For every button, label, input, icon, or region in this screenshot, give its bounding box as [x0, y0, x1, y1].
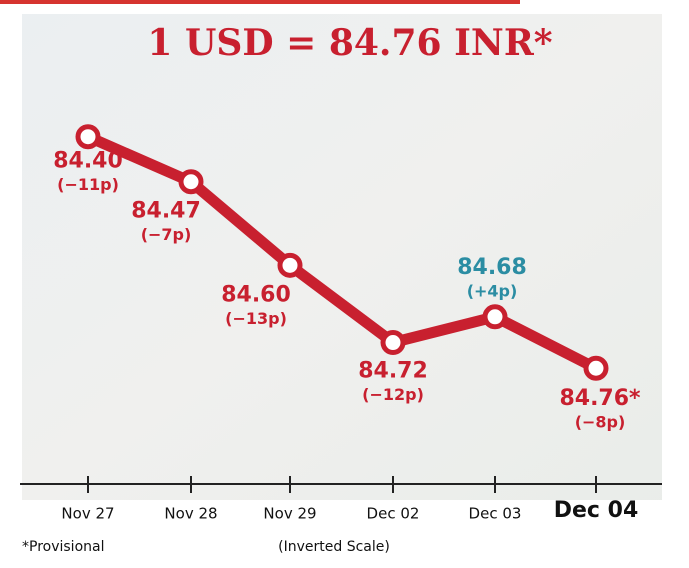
top-rule [0, 0, 520, 4]
chart-title: 1 USD = 84.76 INR* [147, 22, 552, 64]
point [383, 333, 403, 353]
value-label: 84.47 [131, 199, 201, 224]
change-label: (+4p) [467, 281, 518, 300]
point [280, 255, 300, 275]
value-label: 84.40 [53, 149, 123, 174]
x-tick-label: Nov 29 [263, 505, 316, 523]
point [485, 307, 505, 327]
point [181, 172, 201, 192]
x-tick-label: Dec 04 [554, 498, 639, 523]
x-tick-label: Nov 27 [61, 505, 114, 523]
x-tick-label: Nov 28 [164, 505, 217, 523]
x-tick-label: Dec 03 [469, 505, 522, 523]
note: *Provisional [22, 539, 104, 555]
point [78, 127, 98, 147]
change-label: (−11p) [57, 175, 119, 194]
value-label: 84.60 [221, 282, 291, 307]
chart: 1 USD = 84.76 INR* *Provisional (Inverte… [0, 0, 689, 568]
value-label: 84.72 [358, 359, 428, 384]
x-tick-label: Dec 02 [367, 505, 420, 523]
value-label: 84.68 [457, 255, 527, 280]
note: (Inverted Scale) [278, 539, 390, 555]
point [586, 358, 606, 378]
change-label: (−7p) [141, 225, 192, 244]
banknote-backdrop [22, 14, 662, 500]
change-label: (−12p) [362, 385, 424, 404]
value-label: 84.76* [559, 386, 641, 411]
change-label: (−8p) [575, 413, 626, 432]
change-label: (−13p) [225, 309, 287, 328]
